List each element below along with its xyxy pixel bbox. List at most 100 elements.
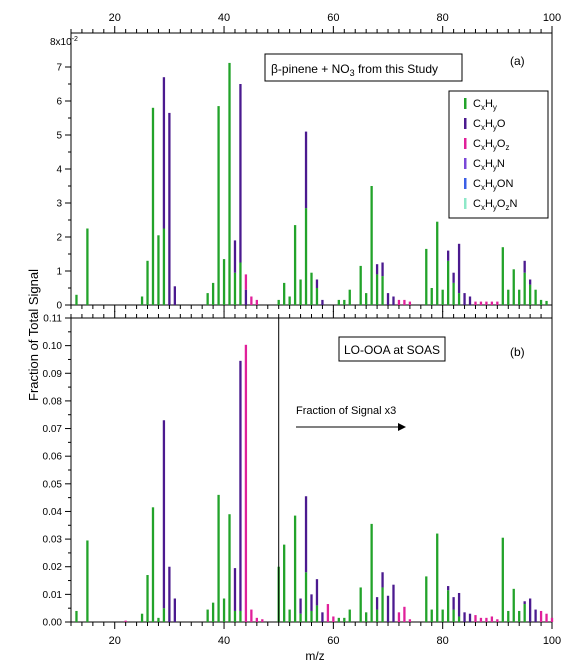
panel-a-bar-mz28-CxHy — [157, 235, 160, 305]
panel-b-bar-mz94-CxHy — [518, 610, 521, 622]
panel-b-bar-mz56-CxHy — [310, 610, 313, 622]
panel-b-y-tick-label-8: 0.08 — [43, 396, 63, 407]
legend-swatch-CxHyO — [464, 118, 467, 129]
panel-a-bar-mz61-CxHy — [337, 299, 340, 305]
legend-label-CxHy: CxHy — [473, 98, 497, 112]
panel-b-bar-mz37-CxHy — [206, 609, 209, 622]
panel-a-bar-mz57-CxHyO — [315, 279, 319, 288]
panel-b-bar-mz80-CxHy — [441, 609, 444, 622]
panel-a-bar-mz99-CxHy — [545, 300, 548, 305]
panel-a-bar-mz27-CxHy — [151, 107, 155, 305]
panel-b-bar-mz90-CxHyOz — [496, 619, 499, 622]
panel-a-bar-mz44-CxHyO — [244, 289, 248, 305]
panel-a-bars — [75, 62, 548, 306]
panel-b-bar-mz89-CxHyOz — [490, 616, 494, 622]
panel-b-bar-mz98-CxHyOz — [539, 610, 543, 622]
panel-a-x-tick-label-top-1: 40 — [218, 12, 230, 24]
panel-a-bar-mz29-CxHy — [162, 228, 166, 305]
panel-a-bar-mz92-CxHy — [507, 289, 510, 305]
panel-b-annotation-arrow-head — [398, 423, 406, 431]
panel-b-bar-mz66-CxHy — [365, 612, 368, 622]
panel-a-bar-mz83-CxHy — [457, 293, 461, 305]
panel-a-bar-mz96-CxHyO — [528, 279, 532, 285]
panel-b-bar-mz42-CxHyO — [233, 568, 237, 611]
panel-b-bar-mz29-CxHy — [162, 608, 166, 622]
panel-a-bar-mz39-CxHy — [217, 106, 220, 305]
panel-b-axes: 0.00 0.01 0.02 0.03 0.04 0.05 0.06 0.07 0.08 0.09… — [43, 311, 561, 647]
panel-a-bar-mz63-CxHy — [348, 289, 351, 305]
panel-a-bar-mz44-CxHyOz — [244, 274, 248, 290]
panel-a-bar-mz97-CxHy — [534, 289, 537, 305]
panel-b-x-tick-label-2: 60 — [327, 635, 339, 647]
panel-a-bar-mz84-CxHyO — [463, 293, 466, 305]
panel-a-bar-mz98-CxHy — [539, 299, 543, 305]
panel-b-bar-mz59-CxHyOz — [326, 604, 330, 622]
panel-b-y-tick-label-1: 0.01 — [43, 590, 63, 601]
panel-a-bar-mz57-CxHy — [315, 288, 319, 305]
panel-a-bar-mz62-CxHy — [343, 299, 346, 305]
panel-b-bar-mz68-CxHy — [375, 609, 379, 622]
panel-b-bar-mz26-CxHy — [146, 575, 149, 622]
panel-a: 0 1 2 3 4 5 6 7 20 40 60 80 100 8x10-2 β-pinene + NO… — [50, 12, 561, 312]
panel-a-bar-mz66-CxHy — [365, 293, 368, 305]
panel-b-bar-mz52-CxHy — [288, 609, 291, 622]
panel-b-x-tick-label-1: 40 — [218, 635, 230, 647]
panel-b-bar-mz86-CxHyOz — [474, 615, 477, 622]
panel-a-axes: 0 1 2 3 4 5 6 7 20 40 60 80 100 — [56, 12, 561, 312]
panel-b-bar-mz15-CxHy — [86, 540, 89, 622]
panel-a-bar-mz72-CxHyOz — [397, 299, 401, 305]
panel-b-bar-mz95-CxHyO — [523, 601, 526, 605]
panel-a-bar-mz88-CxHyOz — [485, 301, 488, 305]
panel-b-bar-mz79-CxHy — [436, 533, 439, 622]
panel-b-bar-mz39-CxHy — [217, 494, 220, 622]
panel-b-bar-mz31-CxHyO — [173, 598, 176, 622]
panel-b-bar-mz74-CxHyOz — [408, 619, 412, 622]
panel-a-x-tick-label-top-4: 100 — [543, 12, 561, 24]
panel-b-title: LO-OOA at SOAS — [344, 343, 440, 357]
panel-a-bar-mz89-CxHyOz — [490, 301, 494, 305]
panel-a-bar-mz45-CxHyOz — [250, 296, 253, 305]
panel-b-bar-mz54-CxHyO — [299, 598, 302, 614]
panel-a-bar-mz80-CxHy — [441, 289, 444, 305]
panel-a-bar-mz29-CxHyO — [162, 77, 166, 229]
panel-b-bar-mz58-CxHyO — [321, 612, 324, 622]
panel-a-bar-mz73-CxHyOz — [403, 299, 406, 305]
panel-a-bar-mz90-CxHyOz — [496, 301, 499, 305]
panel-b-bar-mz97-CxHyO — [534, 609, 537, 622]
panel-a-bar-mz83-CxHyO — [457, 243, 461, 294]
panel-a-bar-mz56-CxHy — [310, 272, 313, 305]
panel-b-title-box — [338, 336, 446, 362]
panel-a-bar-mz67-CxHy — [370, 186, 373, 305]
panel-b-x-tick-label-3: 80 — [437, 635, 449, 647]
panel-b-bar-mz99-CxHyOz — [545, 613, 548, 622]
panel-a-bar-mz58-CxHyO — [321, 299, 324, 305]
panel-b-bar-mz13-CxHy — [75, 610, 78, 622]
panel-b-bar-mz70-CxHyO — [386, 595, 390, 622]
panel-a-bar-mz79-CxHy — [436, 221, 439, 305]
legend-swatch-CxHyN — [464, 158, 467, 169]
panel-b-bar-mz30-CxHyO — [168, 566, 171, 622]
panel-b-bar-mz43-CxHyO — [239, 360, 242, 611]
panel-a-bar-mz55-CxHy — [304, 208, 308, 305]
panel-b-bar-mz73-CxHyOz — [403, 606, 406, 622]
panel-b-bar-mz69-CxHyO — [381, 572, 384, 588]
panel-b-bar-mz96-CxHyO — [528, 598, 532, 622]
panel-a-bar-mz15-CxHy — [86, 228, 89, 305]
panel-b-y-tick-label-5: 0.05 — [43, 479, 63, 490]
panel-b-bar-mz95-CxHy — [523, 604, 526, 622]
panel-b-bar-mz91-CxHy — [501, 537, 504, 622]
panel-b-bar-mz72-CxHyOz — [397, 612, 401, 622]
panel-b-bar-mz40-CxHy — [222, 598, 226, 622]
panel-a-bar-mz81-CxHyO — [447, 250, 450, 261]
panel-a-bar-mz54-CxHy — [299, 279, 302, 305]
panel-a-title-box — [264, 53, 463, 82]
panel-b-bar-mz61-CxHy — [337, 617, 340, 622]
legend: CxHy CxHyO CxHyOz CxHyN CxHyON CxHyOzN — [464, 98, 517, 212]
panel-b-y-tick-label-0: 0.00 — [43, 618, 63, 629]
panel-b-bar-mz46-CxHyOz — [255, 617, 258, 622]
panel-b-bar-mz68-CxHyO — [375, 597, 379, 610]
panel-a-bar-mz95-CxHy — [523, 272, 526, 305]
panel-a-y-tick-label-7: 7 — [56, 63, 62, 74]
panel-a-bar-mz68-CxHy — [375, 274, 379, 305]
panel-a-bar-mz85-CxHyO — [468, 296, 472, 305]
